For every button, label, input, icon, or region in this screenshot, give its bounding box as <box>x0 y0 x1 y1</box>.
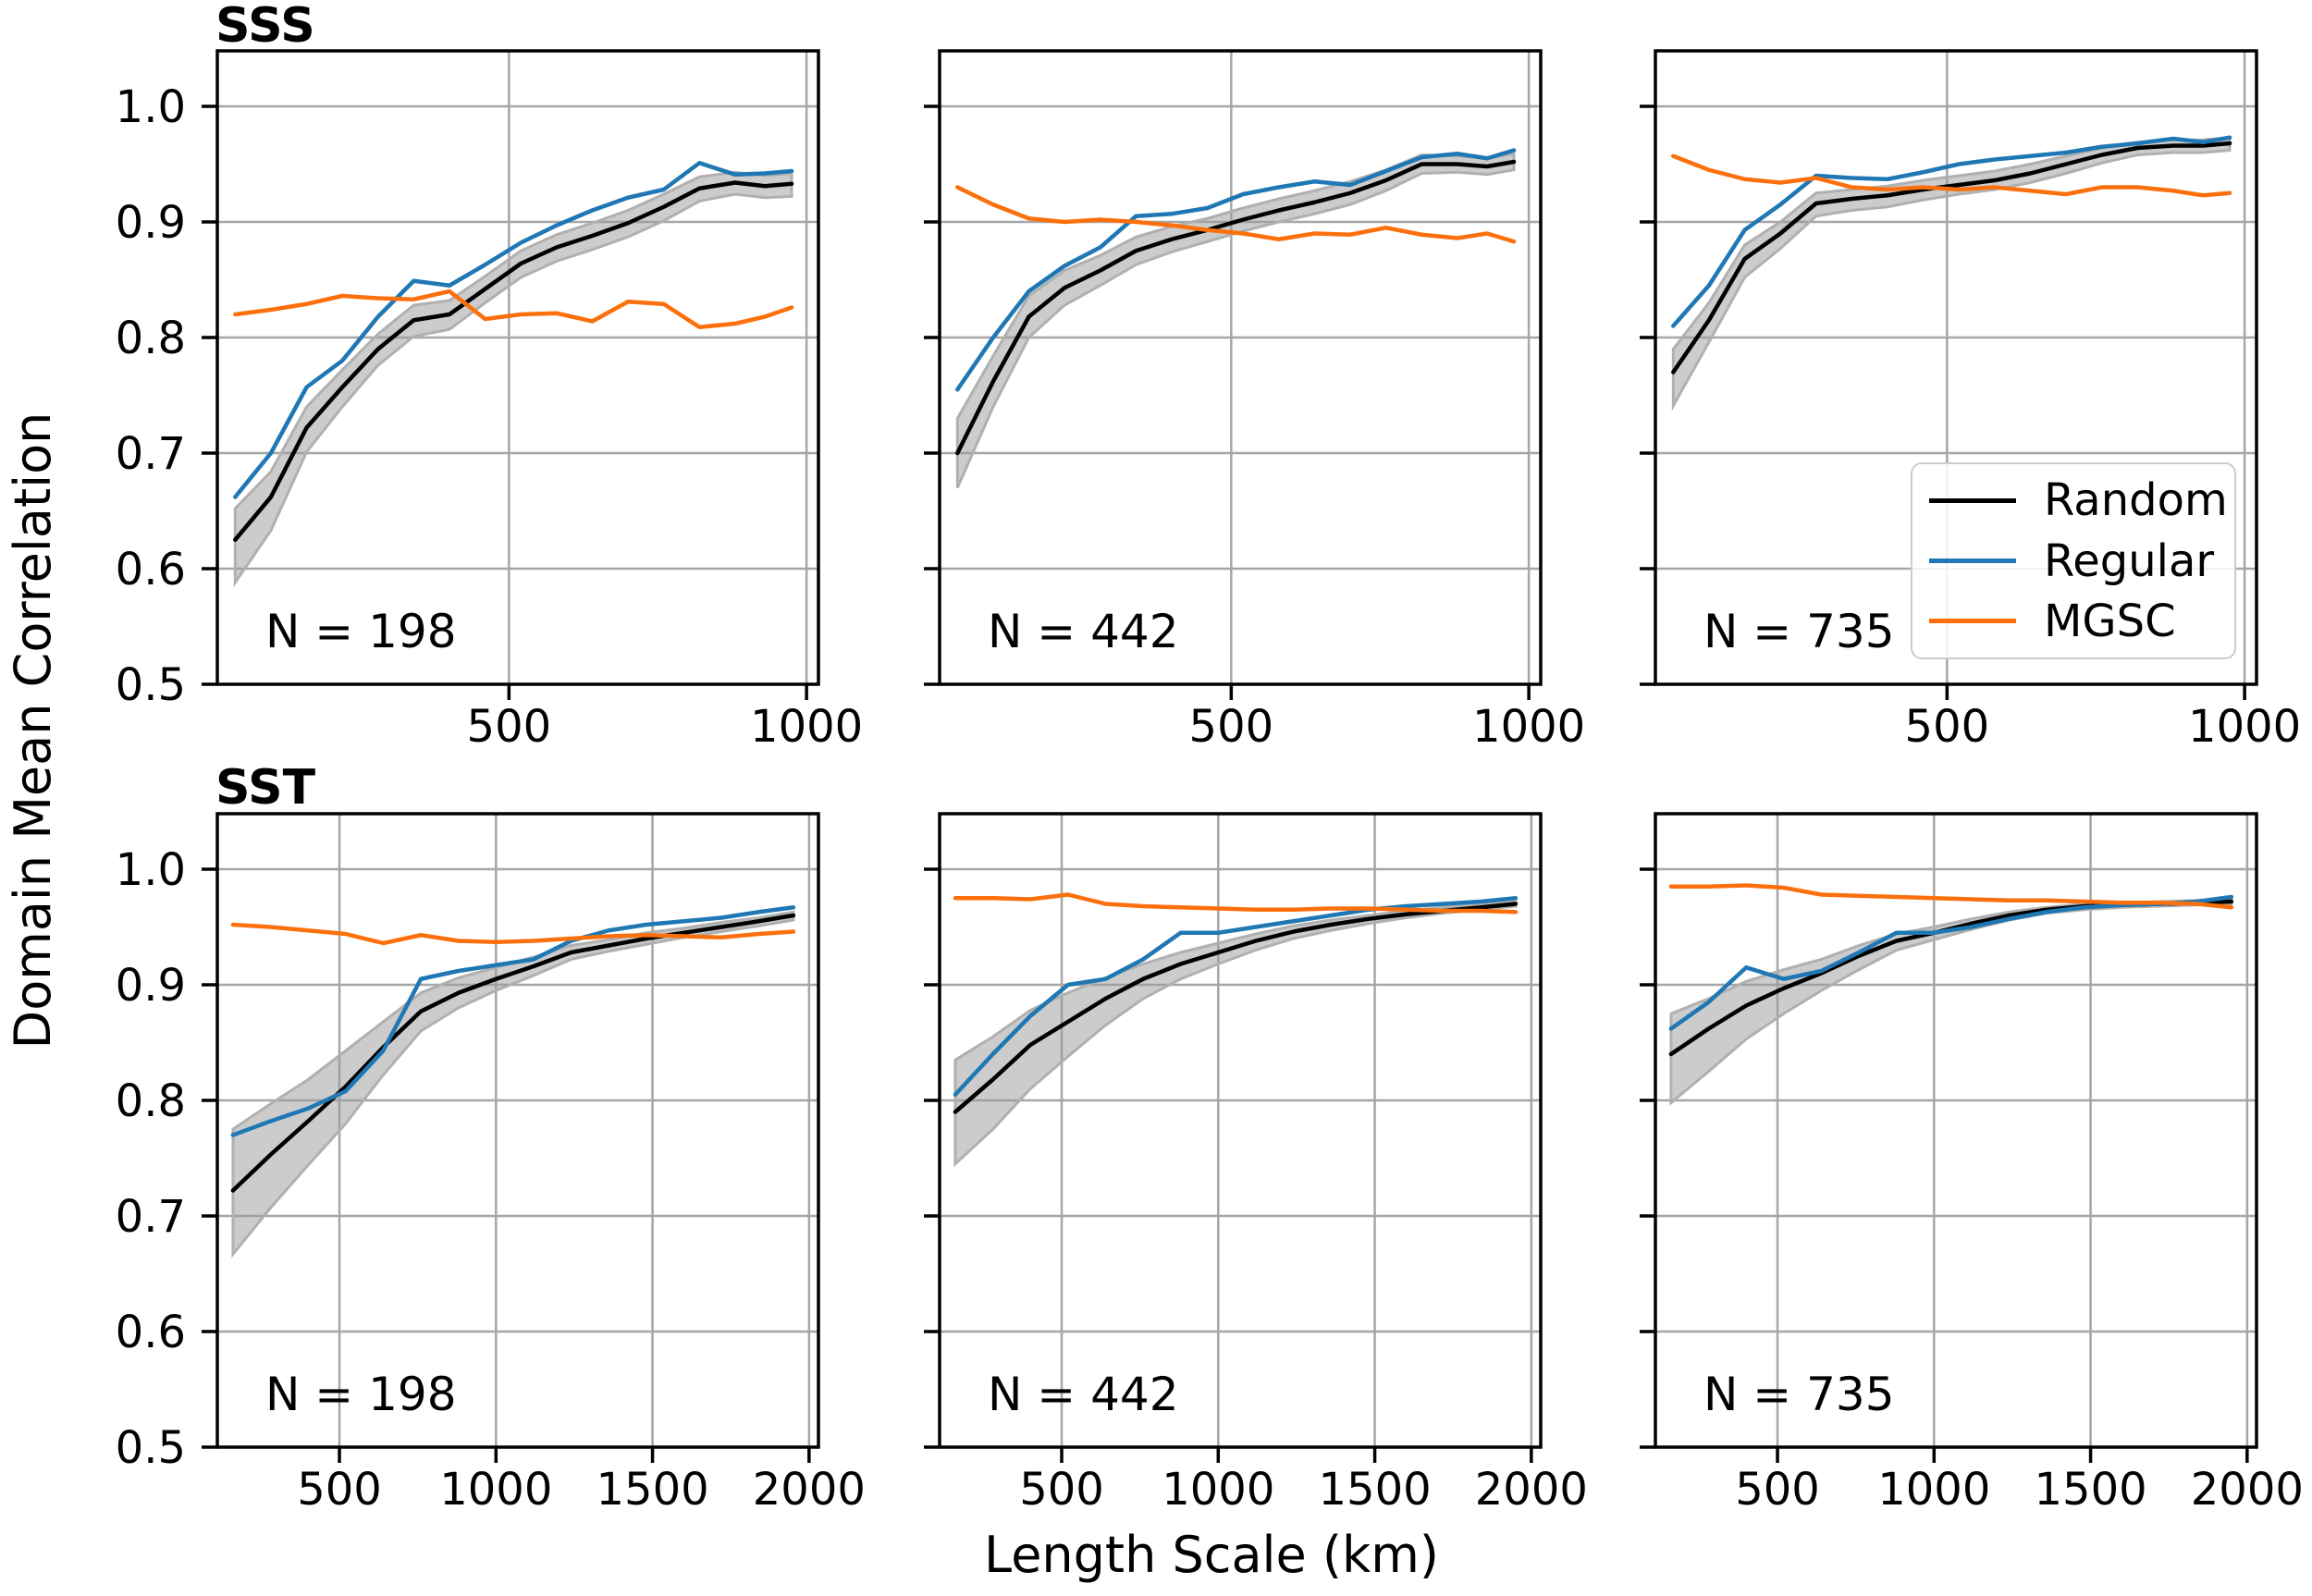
y-tick-label: 0.8 <box>116 313 186 364</box>
y-tick-label: 0.5 <box>116 659 186 711</box>
y-axis-label: Domain Mean Correlation <box>4 411 62 1050</box>
x-tick-label: 500 <box>467 701 552 753</box>
series-line-random <box>953 902 1519 1114</box>
axes-spines <box>938 49 1543 686</box>
random-ci-band <box>1671 136 2232 411</box>
x-tick-label: 500 <box>1905 701 1990 753</box>
y-tick-label: 0.5 <box>116 1422 186 1474</box>
y-tick-label: 0.7 <box>116 428 186 480</box>
n-label-sss-442: N = 442 <box>988 605 1179 658</box>
series-line-random <box>955 159 1517 456</box>
x-tick-label: 500 <box>1735 1464 1820 1516</box>
series-line-regular <box>230 905 796 1137</box>
y-tick-label: 1.0 <box>116 844 186 896</box>
panel-sst-n442: 500 1000 1500 2000 <box>924 812 1588 1516</box>
series-line-mgsc <box>233 289 794 329</box>
x-tick-label: 1000 <box>1472 701 1585 753</box>
n-label-sst-735: N = 735 <box>1703 1368 1895 1421</box>
y-tick-label: 1.0 <box>116 81 186 133</box>
n-label-sst-198: N = 198 <box>265 1368 457 1421</box>
legend-label-regular: Regular <box>2044 534 2215 587</box>
legend: Random Regular MGSC <box>1911 462 2236 659</box>
random-line-swatch <box>1929 497 2016 503</box>
x-tick-label: 1000 <box>750 701 863 753</box>
legend-label-random: Random <box>2044 474 2228 527</box>
panel-sst-n735: 500 1000 1500 2000 <box>1640 812 2304 1516</box>
x-tick-label: 2000 <box>2191 1464 2304 1516</box>
x-axis-label: Length Scale (km) <box>984 1526 1439 1584</box>
series-line-mgsc <box>1671 153 2232 198</box>
axes-spines <box>938 812 1543 1449</box>
series-line-regular <box>955 148 1517 392</box>
x-tick-label: 1000 <box>439 1464 552 1516</box>
random-ci-band <box>231 910 795 1258</box>
x-tick-label: 500 <box>297 1464 382 1516</box>
legend-entry-mgsc: MGSC <box>1929 595 2234 647</box>
x-tick-label: 1000 <box>1877 1464 1990 1516</box>
y-tick-label: 0.9 <box>116 960 186 1012</box>
axes-spines <box>1654 812 2258 1449</box>
series-line-random <box>1671 141 2232 374</box>
regular-line-swatch <box>1929 559 2016 563</box>
series-line-mgsc <box>953 892 1519 915</box>
y-tick-label: 0.6 <box>116 544 186 595</box>
y-tick-label: 0.9 <box>116 197 186 249</box>
x-tick-label: 500 <box>1189 701 1274 753</box>
x-tick-label: 1000 <box>2188 701 2301 753</box>
series-line-random <box>233 180 794 542</box>
random-ci-band <box>233 170 793 587</box>
x-tick-label: 2000 <box>1475 1464 1588 1516</box>
x-tick-label: 1500 <box>1318 1464 1431 1516</box>
y-tick-label: 0.7 <box>116 1191 186 1243</box>
axes-spines <box>215 49 820 686</box>
legend-label-mgsc: MGSC <box>2044 595 2176 647</box>
x-tick-label: 1500 <box>2034 1464 2146 1516</box>
n-label-sst-442: N = 442 <box>988 1368 1179 1421</box>
random-ci-band <box>953 900 1518 1168</box>
y-tick-label: 0.6 <box>116 1307 186 1358</box>
panel-sss-n442: 500 1000 <box>924 49 1585 753</box>
n-label-sss-198: N = 198 <box>265 605 457 658</box>
axes-spines <box>1654 49 2258 686</box>
random-ci-band <box>955 152 1516 489</box>
series-line-mgsc <box>230 922 796 946</box>
row-title-sss: SSS <box>215 0 315 54</box>
x-tick-label: 1500 <box>596 1464 708 1516</box>
x-tick-label: 1000 <box>1162 1464 1274 1516</box>
legend-entry-regular: Regular <box>1929 535 2234 587</box>
series-line-regular <box>953 896 1519 1097</box>
series-line-random <box>230 913 796 1193</box>
series-line-regular <box>1671 135 2232 328</box>
series-line-mgsc <box>955 185 1517 244</box>
series-line-regular <box>233 161 794 499</box>
legend-entry-random: Random <box>1929 474 2234 526</box>
series-line-mgsc <box>1668 883 2234 910</box>
y-tick-label: 0.8 <box>116 1075 186 1127</box>
x-tick-label: 500 <box>1019 1464 1104 1516</box>
panel-sst-n198: 1.0 0.9 0.8 0.7 0.6 0.5 500 1000 1500 2000 <box>116 812 866 1516</box>
panel-sss-n735: 500 1000 <box>1640 49 2301 753</box>
mgsc-line-swatch <box>1929 619 2016 624</box>
panel-sss-n198: 1.0 0.9 0.8 0.7 0.6 0.5 500 1000 <box>116 49 863 753</box>
row-title-sst: SST <box>215 760 316 816</box>
n-label-sss-735: N = 735 <box>1703 605 1895 658</box>
axes-spines <box>215 812 820 1449</box>
x-tick-label: 2000 <box>753 1464 866 1516</box>
random-ci-band <box>1669 897 2233 1106</box>
